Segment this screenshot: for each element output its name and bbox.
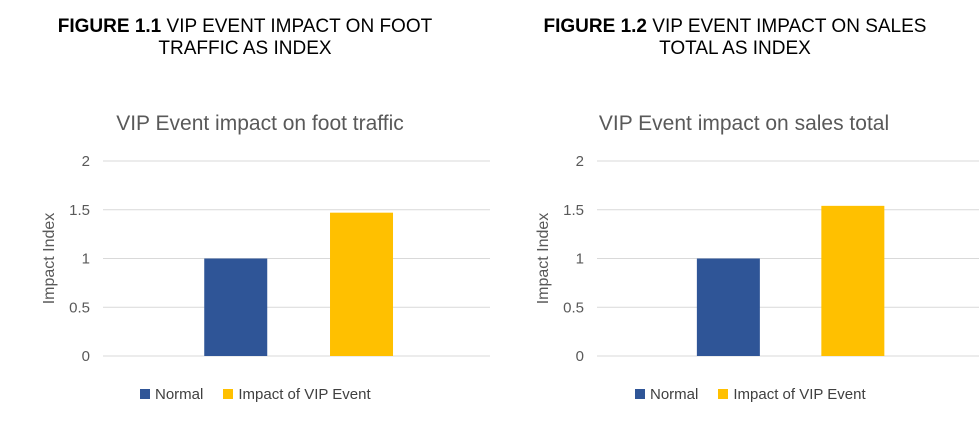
figure-caption-line2: TOTAL AS INDEX bbox=[659, 38, 811, 59]
chart-legend: Normal Impact of VIP Event bbox=[635, 385, 886, 403]
legend-label-vip: Impact of VIP Event bbox=[238, 385, 371, 403]
bar-chart-sales-total: 0 0.5 1 1.5 2 Impact Index bbox=[535, 153, 979, 365]
figure-2-panel: FIGURE 1.2 VIP EVENT IMPACT ON SALES TOT… bbox=[490, 0, 979, 440]
y-tick-label: 1.5 bbox=[563, 202, 584, 219]
figure-heading: FIGURE 1.1 VIP EVENT IMPACT ON FOOT TRAF… bbox=[0, 16, 490, 60]
legend-swatch-normal bbox=[140, 389, 150, 399]
y-tick-label: 0 bbox=[82, 348, 90, 365]
y-tick-label: 0.5 bbox=[69, 299, 90, 316]
chart-legend: Normal Impact of VIP Event bbox=[140, 385, 391, 403]
figure-label: FIGURE 1.1 bbox=[57, 16, 162, 37]
y-tick-label: 0.5 bbox=[563, 299, 584, 316]
figure-caption-line1: VIP EVENT IMPACT ON FOOT bbox=[166, 16, 433, 37]
bar-normal bbox=[204, 258, 268, 356]
legend-item-vip: Impact of VIP Event bbox=[223, 385, 371, 403]
y-axis-label: Impact Index bbox=[535, 213, 552, 305]
chart-title: VIP Event impact on sales total bbox=[598, 112, 890, 135]
bar-vip-event bbox=[821, 205, 885, 356]
legend-item-normal: Normal bbox=[635, 386, 698, 403]
figure-label: FIGURE 1.2 bbox=[543, 16, 647, 37]
legend-swatch-vip bbox=[718, 389, 729, 399]
y-tick-label: 0 bbox=[576, 348, 584, 365]
legend-item-normal: Normal bbox=[140, 386, 203, 403]
chart-title: VIP Event impact on foot traffic bbox=[116, 112, 404, 135]
y-tick-label: 1 bbox=[82, 251, 90, 268]
legend-swatch-normal bbox=[635, 389, 645, 399]
y-axis-label: Impact Index bbox=[41, 213, 58, 305]
figure-1-panel: FIGURE 1.1 VIP EVENT IMPACT ON FOOT TRAF… bbox=[0, 16, 490, 403]
bar-normal bbox=[696, 258, 760, 356]
figure-caption-line1: VIP EVENT IMPACT ON SALES bbox=[652, 16, 927, 37]
figure-caption-line2: TRAFFIC AS INDEX bbox=[158, 38, 332, 59]
y-tick-label: 1.5 bbox=[69, 202, 90, 219]
figure-heading: FIGURE 1.2 VIP EVENT IMPACT ON SALES TOT… bbox=[490, 16, 979, 60]
y-tick-label: 2 bbox=[576, 153, 584, 170]
legend-swatch-vip bbox=[223, 389, 234, 399]
legend-label-normal: Normal bbox=[650, 385, 699, 403]
y-tick-label: 1 bbox=[576, 251, 584, 268]
bar-vip-event bbox=[330, 212, 394, 356]
legend-label-normal: Normal bbox=[155, 385, 204, 403]
legend-label-vip: Impact of VIP Event bbox=[733, 385, 866, 403]
bar-chart-foot-traffic: 0 0.5 1 1.5 2 Impact Index bbox=[41, 153, 490, 365]
legend-item-vip: Impact of VIP Event bbox=[718, 385, 866, 403]
y-tick-label: 2 bbox=[82, 153, 90, 170]
